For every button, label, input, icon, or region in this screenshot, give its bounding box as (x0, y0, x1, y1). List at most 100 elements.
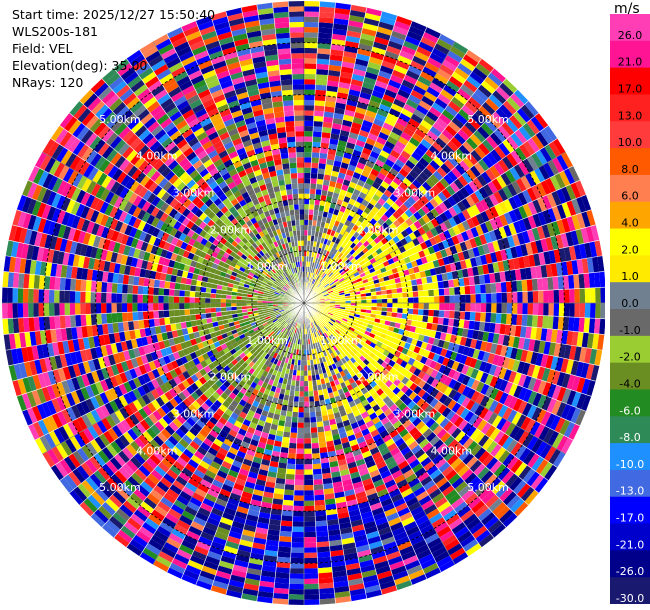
range-gate (138, 364, 148, 376)
range-gate (304, 500, 315, 507)
range-gate (526, 228, 536, 243)
range-gate (451, 522, 467, 535)
range-gate (324, 493, 335, 500)
range-gate (462, 452, 475, 466)
range-gate (275, 430, 284, 437)
range-gate (427, 336, 435, 345)
range-gate (357, 463, 368, 472)
range-gate (586, 332, 594, 349)
range-gate (356, 179, 366, 188)
range-gate (469, 357, 478, 369)
range-gate (306, 359, 311, 366)
range-gate (315, 530, 329, 537)
range-gate (254, 532, 268, 540)
range-gate (425, 446, 437, 457)
range-gate (97, 356, 106, 369)
range-gate (166, 567, 184, 579)
range-gate (543, 341, 551, 355)
range-gate (321, 279, 327, 285)
range-gate (218, 429, 229, 439)
range-gate (110, 412, 121, 425)
range-gate (359, 328, 366, 334)
range-gate (323, 319, 329, 324)
range-gate (397, 55, 413, 66)
range-gate (301, 349, 304, 356)
range-gate (293, 316, 297, 322)
range-gate (561, 373, 571, 389)
range-gate (356, 402, 364, 410)
range-gate (390, 493, 404, 503)
range-gate (278, 536, 292, 543)
range-gate (417, 75, 432, 87)
range-gate (286, 324, 291, 331)
range-gate (436, 166, 448, 178)
range-gate (371, 295, 377, 300)
range-gate (320, 265, 325, 272)
range-gate (316, 311, 322, 316)
range-gate (316, 536, 330, 543)
range-gate (392, 497, 406, 508)
range-gate (525, 267, 532, 280)
range-gate (527, 291, 534, 303)
range-gate (410, 351, 419, 360)
range-gate (282, 504, 294, 511)
range-gate (547, 276, 554, 291)
range-gate (247, 471, 259, 480)
range-gate (439, 446, 452, 458)
range-gate (400, 212, 410, 222)
range-gate (485, 457, 499, 471)
range-gate (194, 487, 208, 498)
range-gate (372, 163, 383, 173)
range-gate (182, 370, 191, 380)
range-gate (576, 259, 584, 275)
range-gate (304, 162, 312, 168)
range-gate (329, 397, 337, 404)
range-gate (371, 181, 381, 190)
range-gate (434, 73, 449, 85)
range-gate (491, 111, 506, 126)
range-gate (105, 365, 115, 378)
range-gate (356, 101, 369, 110)
range-gate (187, 458, 200, 469)
range-gate (276, 472, 287, 480)
range-gate (278, 541, 292, 548)
range-gate (171, 528, 186, 540)
range-gate (408, 169, 419, 180)
range-gate (279, 310, 285, 314)
range-gate (195, 511, 209, 522)
range-gate (288, 325, 293, 331)
range-gate (366, 369, 374, 377)
range-gate (474, 311, 481, 322)
range-gate (540, 353, 549, 368)
range-gate (549, 415, 561, 431)
range-gate (395, 15, 413, 26)
range-gate (416, 198, 426, 208)
range-gate (264, 353, 270, 360)
range-gate (332, 165, 341, 173)
range-gate (372, 244, 380, 251)
range-gate (434, 43, 450, 55)
ray-separator (303, 302, 587, 412)
range-gate (421, 414, 432, 425)
range-gate (340, 262, 347, 269)
range-gate (414, 467, 427, 478)
range-gate (427, 188, 438, 199)
range-gate (337, 140, 348, 148)
range-gate (56, 396, 67, 412)
range-gate (389, 447, 401, 457)
range-gate (328, 265, 334, 271)
range-gate (335, 336, 341, 342)
range-gate (366, 236, 374, 244)
range-gate (502, 185, 513, 199)
range-gate (426, 537, 442, 549)
range-gate (275, 354, 281, 361)
range-gate (51, 383, 61, 399)
range-gate (458, 277, 465, 287)
range-gate (328, 180, 337, 188)
range-gate (435, 457, 447, 469)
range-gate (334, 491, 346, 499)
range-gate (249, 439, 259, 447)
range-gate (545, 263, 553, 278)
range-gate (239, 352, 246, 359)
range-gate (304, 47, 318, 54)
